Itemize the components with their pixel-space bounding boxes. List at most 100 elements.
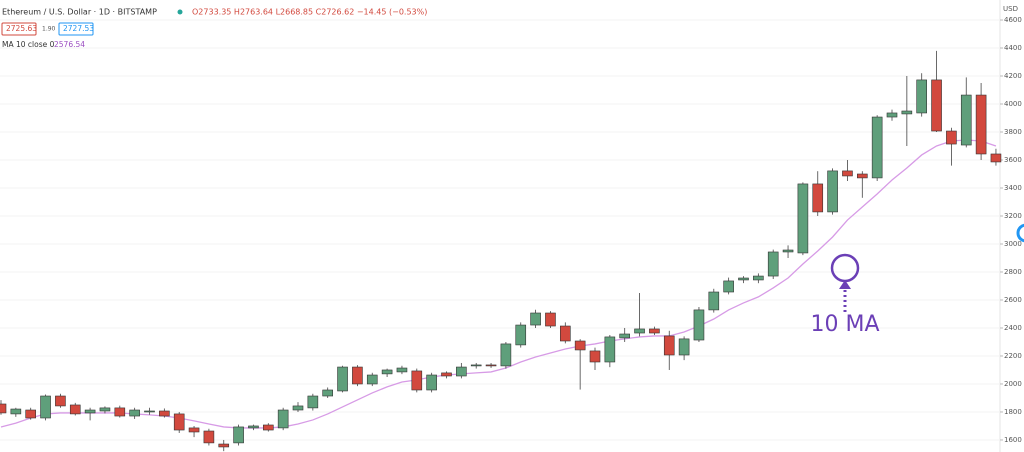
candle-body (871, 116, 883, 179)
candle-body (381, 369, 393, 375)
candle-body (84, 409, 96, 414)
candle-body (396, 367, 408, 373)
candle-body (262, 424, 274, 431)
ma-line (0, 139, 997, 429)
candle-body (693, 309, 705, 341)
candle-body (812, 183, 824, 213)
y-tick-label: 1800 (1004, 408, 1022, 416)
candle-body (827, 170, 838, 213)
candle-body (678, 338, 690, 356)
candle-body (248, 425, 259, 429)
candle-body (188, 427, 200, 433)
candle-body (69, 404, 81, 415)
candle-body (782, 249, 794, 253)
y-tick-label: 2600 (1004, 296, 1022, 304)
y-tick-label: 4000 (1004, 100, 1022, 108)
indicator-value: 2576.54 (54, 40, 85, 49)
candle-body (515, 324, 527, 346)
candle-body (990, 153, 1002, 163)
candle-body (322, 389, 334, 397)
candle-body (10, 408, 22, 415)
candle-body (753, 275, 764, 281)
y-tick-label: 2200 (1004, 352, 1022, 360)
candle-body (708, 291, 720, 311)
indicator: MA 10 close 0 (2, 40, 55, 49)
ask: 2727.53 (63, 24, 94, 33)
candle-body (574, 340, 586, 351)
candle-body (723, 280, 734, 293)
candle-body (604, 336, 616, 363)
candle-body (0, 403, 7, 414)
candle-body (649, 328, 660, 334)
spread: 1.90 (42, 26, 56, 33)
candle-body (218, 443, 230, 448)
bid-box[interactable] (1, 22, 37, 36)
candle-body (129, 409, 140, 417)
ask-box[interactable] (58, 22, 94, 36)
candle-body (663, 335, 675, 356)
y-tick-label: 3600 (1004, 156, 1022, 164)
candle-body (337, 366, 348, 392)
candle-body (277, 409, 289, 429)
candle-body (159, 410, 170, 417)
candle-body (55, 395, 66, 407)
candle-body (292, 405, 304, 411)
candle-body (886, 112, 898, 118)
candle-body (173, 413, 185, 431)
candle-body (901, 110, 913, 115)
candle-body (797, 183, 809, 254)
candle-body (916, 79, 928, 114)
y-tick-label: 3800 (1004, 128, 1022, 136)
candle-body (767, 251, 779, 277)
candle-body (25, 409, 37, 419)
ohlc: O2733.35 H2763.64 L2668.85 C2726.62 −14.… (192, 8, 427, 17)
status-dot (177, 9, 183, 15)
candle-body (233, 426, 244, 444)
candle-body (441, 372, 452, 377)
candle-body (40, 395, 51, 419)
bid: 2725.63 (6, 24, 37, 33)
candle-body (456, 366, 467, 377)
y-tick-label: 2400 (1004, 324, 1022, 332)
plot: 4600 4400 4200 4000 3800 3600 3400 3200 3000 2800… (0, 16, 1022, 452)
candle-body (842, 170, 853, 177)
candle-body (99, 407, 111, 412)
candle-body (352, 366, 363, 385)
candle-body (485, 364, 497, 367)
candle-body (144, 410, 155, 413)
symbol: Ethereum / U.S. Dollar · 1D · BITSTAMP (2, 8, 157, 17)
y-tick-label: 4400 (1004, 44, 1022, 52)
annotation: 10 MA (810, 312, 879, 337)
candle-body (426, 374, 437, 391)
y-tick-label: 3200 (1004, 212, 1022, 220)
y-tick-label: 4600 (1004, 16, 1022, 24)
candle-body (530, 312, 541, 326)
candle-body (545, 312, 556, 327)
candle-body (634, 328, 645, 334)
candle-body (975, 94, 987, 155)
candle-body (559, 325, 571, 342)
candle-body (307, 395, 319, 409)
scroll-button[interactable] (1016, 223, 1024, 243)
candle-body (114, 407, 126, 417)
candle-body (619, 333, 631, 339)
y-tick-label: 2000 (1004, 380, 1022, 388)
candle-body (931, 79, 942, 132)
candle-body (856, 173, 868, 179)
y-tick-label: 2800 (1004, 268, 1022, 276)
candle-body (960, 94, 972, 146)
candle-body (411, 370, 423, 391)
annotation-arrowhead (839, 280, 851, 289)
y-axis-label: USD (1003, 5, 1018, 13)
candle-body (500, 343, 512, 367)
y-tick-label: 4200 (1004, 72, 1022, 80)
y-tick-label: 1600 (1004, 436, 1022, 444)
candle-body (203, 430, 215, 444)
y-tick-label: 3400 (1004, 184, 1022, 192)
candle-body (470, 364, 482, 367)
candle-body (589, 350, 601, 363)
candle-body (366, 374, 378, 385)
candle-body (738, 277, 749, 281)
